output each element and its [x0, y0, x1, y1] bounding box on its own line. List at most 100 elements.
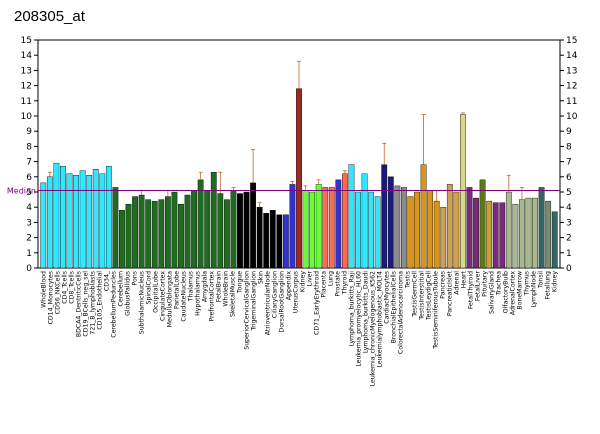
bar: [204, 190, 211, 269]
x-tick-label: TestisInterstitial: [419, 271, 426, 321]
x-tick-label: GlobusPallidus: [125, 271, 132, 316]
x-tick-label: Thymus: [524, 271, 531, 297]
x-tick-label: CardiacMyocytes: [384, 271, 391, 324]
bar: [355, 191, 361, 269]
x-tick-label: TrigeminalGanglion: [251, 271, 258, 332]
bar: [73, 175, 79, 269]
bar: [505, 191, 512, 269]
bar: [138, 194, 145, 269]
x-tick-label: Lymphoma_burkitts_Raji: [349, 271, 356, 347]
y-tick-label-left: 9: [26, 127, 32, 137]
y-tick-label-right: 2: [566, 234, 572, 244]
bar: [328, 187, 335, 269]
bar: [322, 187, 329, 269]
x-tick-label: CD56_NKCells: [55, 271, 62, 314]
y-tick-label-right: 6: [566, 173, 572, 183]
x-tick-label: Amygdala: [202, 271, 209, 302]
bar: [223, 199, 230, 269]
x-tick-label: UterusCorpus: [293, 271, 300, 313]
x-tick-label: SpinalCord: [146, 271, 153, 305]
y-tick-label-right: 12: [566, 82, 577, 92]
x-tick-label: Pons: [132, 271, 139, 285]
bar: [282, 214, 289, 269]
x-tick-label: DorsalRootGanglion: [279, 271, 286, 333]
y-tick-label-left: 4: [26, 203, 32, 213]
bar: [210, 172, 217, 269]
x-tick-label: Cerebellum: [118, 271, 125, 306]
bar: [86, 175, 93, 269]
bar: [394, 185, 401, 269]
bar: [453, 191, 460, 269]
x-tick-label: BoneMarrow: [517, 271, 524, 310]
bar: [368, 191, 375, 269]
x-tick-label: 721_B_lymphoblasts: [90, 271, 97, 335]
bar: [296, 88, 302, 269]
x-tick-label: Fetallung: [545, 271, 552, 300]
y-tick-label-right: 8: [566, 142, 572, 152]
bar: [427, 190, 434, 269]
bar: [171, 191, 178, 269]
y-tick-label-right: 14: [566, 51, 578, 61]
y-tick-label-left: 12: [21, 82, 32, 92]
x-tick-label: TestisSeminiferousTubule: [433, 271, 440, 350]
bar: [479, 179, 486, 269]
x-tick-label: CD19_BCells_neg_sel: [83, 271, 90, 337]
y-tick-label-left: 11: [21, 97, 32, 107]
x-tick-label: Heart: [461, 270, 468, 288]
bar: [315, 184, 322, 269]
x-tick-label: Pancreas: [440, 271, 447, 299]
x-tick-label: Thalamus: [188, 271, 195, 302]
bar: [335, 179, 342, 269]
x-tick-label: Kidney: [552, 271, 559, 292]
bar: [414, 191, 420, 269]
bar: [217, 193, 224, 269]
median-line-group: Median: [7, 186, 560, 195]
bar: [532, 197, 538, 269]
x-axis-labels: WholeBlood CD14_Monocytes CD56_NKCells CD4_…: [41, 270, 559, 386]
bar: [361, 173, 368, 269]
x-tick-label: Leukemialymphoblastic_MOLT4: [377, 271, 384, 368]
x-tick-label: WholeBrain: [223, 271, 230, 307]
bar: [387, 176, 394, 269]
bar: [184, 194, 191, 269]
bar: [269, 210, 276, 269]
bar: [545, 200, 552, 269]
x-tick-label: SuperiorCervicalGanglion: [244, 271, 251, 350]
x-tick-label: Leukemia_promyelocytic_HL60: [356, 271, 363, 367]
x-tick-label: Skin: [258, 271, 265, 284]
x-tick-label: Prostate: [335, 271, 342, 297]
bar: [263, 213, 270, 269]
bar: [407, 196, 414, 269]
bar: [230, 190, 237, 269]
y-tick-label-left: 0: [26, 264, 32, 274]
x-tick-label: Lung: [328, 271, 335, 286]
bar: [486, 200, 493, 269]
x-tick-label: FetalBrain: [216, 271, 223, 302]
y-tick-label-right: 7: [566, 158, 572, 168]
bar: [512, 203, 519, 269]
x-tick-label: CD8_Tcells: [69, 271, 76, 304]
bar: [342, 173, 348, 269]
y-tick-label-right: 9: [566, 127, 572, 137]
y-tick-label-left: 5: [26, 188, 32, 198]
x-tick-label: BronchialEpithelialCells: [391, 271, 398, 343]
y-tick-label-right: 13: [566, 66, 577, 76]
x-tick-label: Kidney: [300, 271, 307, 292]
x-tick-label: PancreaticIslet: [447, 270, 454, 316]
x-tick-label: ColorectalAdenocarcinoma: [398, 271, 405, 354]
bar: [302, 190, 309, 269]
median-label: Median: [7, 186, 36, 195]
bar: [348, 164, 355, 269]
bar: [112, 187, 119, 269]
bar: [237, 193, 243, 269]
bar: [79, 170, 86, 269]
x-tick-label: OlfactoryBulb: [503, 271, 510, 313]
y-tick-label-left: 10: [21, 112, 33, 122]
bar: [401, 187, 407, 269]
bar: [53, 162, 60, 269]
y-tick-label-right: 4: [566, 203, 572, 213]
bar: [243, 191, 250, 269]
bar: [119, 210, 125, 269]
chart-title: 208305_at: [14, 8, 85, 25]
